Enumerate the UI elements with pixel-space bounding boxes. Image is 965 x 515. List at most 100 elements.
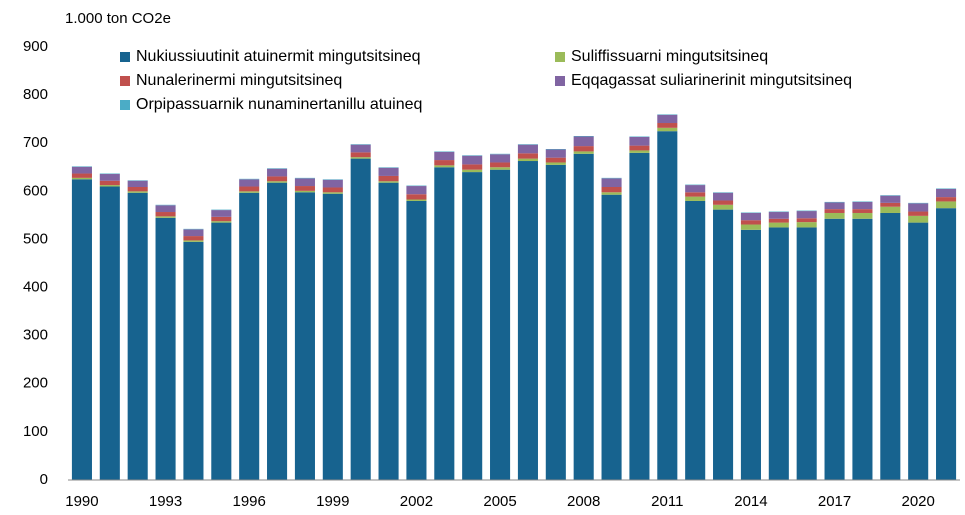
bar-segment — [852, 212, 873, 219]
bar-segment — [601, 194, 622, 480]
bar-segment — [406, 200, 427, 480]
bar-segment — [211, 210, 232, 217]
bar-segment — [183, 229, 204, 237]
bar-segment — [517, 144, 538, 154]
y-tick-label: 300 — [23, 327, 48, 344]
bar-segment — [936, 188, 957, 198]
bar-segment — [936, 197, 957, 202]
bar-segment — [462, 164, 483, 170]
bar-segment — [294, 178, 315, 187]
bar-segment — [350, 158, 371, 480]
x-tick-label: 2008 — [567, 493, 600, 510]
bar-segment — [908, 215, 929, 223]
bar-segment — [127, 192, 148, 480]
bar-segment — [71, 166, 92, 174]
y-tick-label: 500 — [23, 230, 48, 247]
bar-segment — [71, 179, 92, 481]
bar-segment — [936, 208, 957, 480]
bar-segment — [99, 174, 120, 181]
bar-segment — [573, 153, 594, 480]
bar-segment — [713, 204, 734, 210]
y-axis-title: 1.000 ton CO2e — [65, 10, 171, 27]
bar-segment — [796, 222, 817, 228]
x-tick-label: 1996 — [233, 493, 266, 510]
bar-segment — [657, 114, 678, 124]
x-tick-label: 1990 — [65, 493, 98, 510]
x-tick-label: 2014 — [734, 493, 767, 510]
bar-segment — [322, 187, 343, 193]
bar-segment — [127, 191, 148, 193]
bar-segment — [183, 241, 204, 480]
bar-segment — [629, 150, 650, 153]
y-tick-label: 900 — [23, 38, 48, 55]
legend-label: Nunalerinermi mingutsitsineq — [136, 72, 342, 89]
bar-segment — [239, 191, 260, 193]
bar-segment — [796, 218, 817, 223]
bar-segment — [239, 192, 260, 480]
bar-segment — [545, 162, 566, 165]
bar-segment — [406, 199, 427, 201]
legend-swatch — [120, 76, 130, 86]
y-tick-label: 0 — [40, 471, 48, 488]
bar-segment — [322, 179, 343, 188]
bar-segment — [601, 192, 622, 195]
bar-segment — [211, 222, 232, 480]
bar-segment — [824, 218, 845, 481]
bar-segment — [545, 157, 566, 163]
bar-segment — [629, 152, 650, 480]
bar-segment — [768, 218, 789, 223]
bar-segment — [545, 164, 566, 480]
bar-segment — [908, 222, 929, 480]
legend-label: Suliffissuarni mingutsitsineq — [571, 48, 768, 65]
bar-segment — [490, 167, 511, 170]
bar-segment — [155, 205, 176, 213]
bar-segment — [685, 200, 706, 480]
bar-segment — [71, 177, 92, 180]
bar-segment — [71, 173, 92, 178]
bar-segment — [294, 186, 315, 191]
bar-segment — [713, 209, 734, 481]
y-tick-label: 600 — [23, 182, 48, 199]
bar-segment — [629, 136, 650, 146]
x-tick-label: 2011 — [651, 493, 683, 510]
legend-swatch — [555, 52, 565, 62]
bar-segment — [267, 176, 288, 182]
x-tick-label: 2002 — [400, 493, 433, 510]
bar-segment — [267, 168, 288, 177]
bar-segment — [406, 194, 427, 200]
bar-segment — [99, 185, 120, 187]
bar-segment — [936, 201, 957, 209]
bar-segment — [462, 169, 483, 173]
bar-segment — [657, 131, 678, 480]
legend-swatch — [555, 76, 565, 86]
bar-segment — [127, 187, 148, 192]
bar-segment — [490, 169, 511, 480]
bar-segment — [713, 200, 734, 205]
bar-segment — [517, 153, 538, 159]
bar-segment — [350, 152, 371, 158]
x-tick-label: 2017 — [818, 493, 851, 510]
bar-segment — [155, 212, 176, 217]
legend-label: Nukiussiuutinit atuinermit mingutsitsine… — [136, 48, 421, 65]
bar-segment — [657, 127, 678, 132]
bar-segment — [685, 192, 706, 197]
bar-segment — [740, 212, 761, 221]
y-tick-label: 800 — [23, 86, 48, 103]
bar-segment — [434, 165, 455, 168]
legend-swatch — [120, 52, 130, 62]
bar-segment — [406, 186, 427, 195]
bar-segment — [545, 149, 566, 158]
bar-segment — [824, 209, 845, 213]
y-tick-label: 200 — [23, 375, 48, 392]
bar-segment — [880, 206, 901, 213]
bar-segment — [880, 212, 901, 480]
bar-segment — [378, 167, 399, 176]
bar-segment — [239, 179, 260, 187]
bar-segment — [267, 182, 288, 480]
bar-segment — [127, 180, 148, 188]
bar-segment — [908, 211, 929, 216]
bar-segment — [434, 160, 455, 166]
bar-segment — [517, 161, 538, 481]
bar-segment — [824, 202, 845, 210]
